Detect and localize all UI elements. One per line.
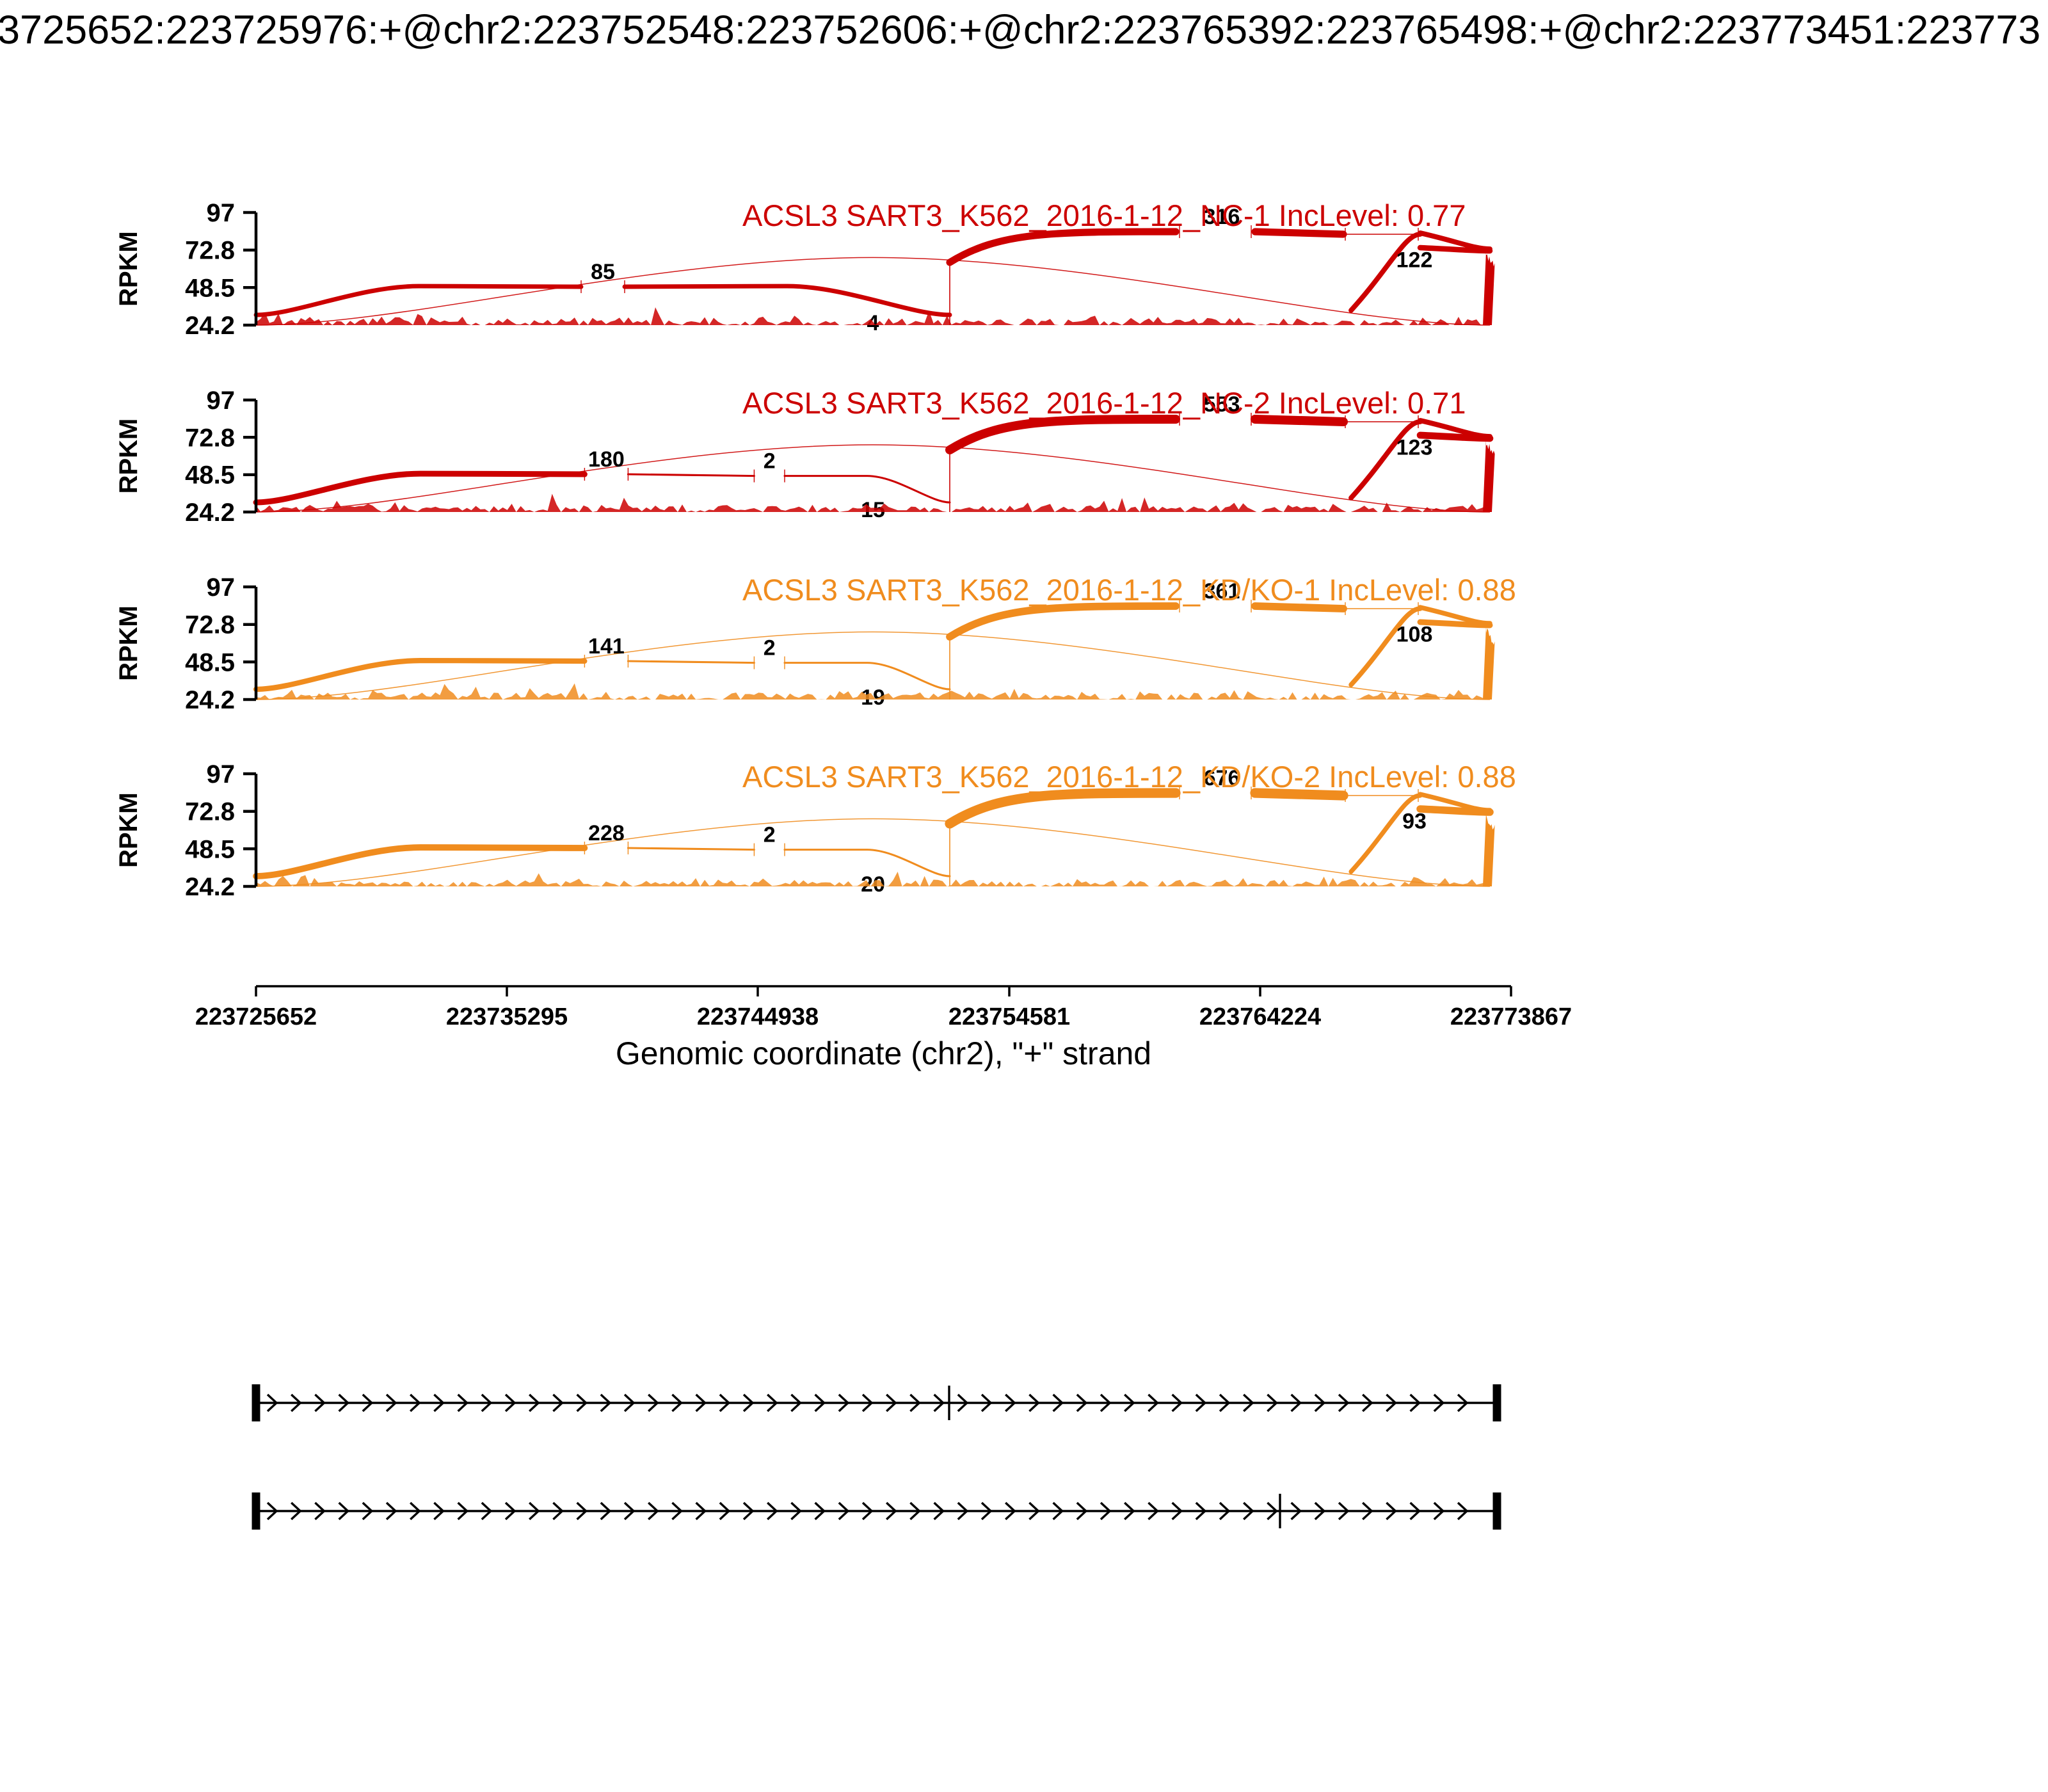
svg-text:24.2: 24.2 <box>185 873 235 901</box>
svg-text:72.8: 72.8 <box>185 237 235 265</box>
svg-text:180: 180 <box>588 447 625 472</box>
svg-text:223735295: 223735295 <box>446 1004 568 1030</box>
svg-text:97: 97 <box>207 199 236 227</box>
svg-text:141: 141 <box>588 634 625 659</box>
svg-text:97: 97 <box>207 760 236 788</box>
svg-text:RPKM: RPKM <box>115 419 143 494</box>
svg-text:223725652: 223725652 <box>195 1004 317 1030</box>
svg-text:ACSL3 SART3_K562_2016-1-12_KD/: ACSL3 SART3_K562_2016-1-12_KD/KO-1 IncLe… <box>742 573 1516 607</box>
svg-text:97: 97 <box>207 387 236 415</box>
svg-text:2: 2 <box>764 449 776 474</box>
svg-text:72.8: 72.8 <box>185 424 235 452</box>
svg-text:223754581: 223754581 <box>948 1004 1070 1030</box>
svg-text:24.2: 24.2 <box>185 312 235 340</box>
svg-text:2: 2 <box>764 636 776 660</box>
svg-text:122: 122 <box>1396 248 1433 273</box>
svg-text:123: 123 <box>1396 436 1433 460</box>
svg-text:228: 228 <box>588 821 625 845</box>
svg-text:97: 97 <box>207 573 236 602</box>
svg-text:72.8: 72.8 <box>185 798 235 826</box>
svg-text:2: 2 <box>764 823 776 847</box>
svg-text:24.2: 24.2 <box>185 686 235 714</box>
svg-text:48.5: 48.5 <box>185 461 235 490</box>
svg-text:93: 93 <box>1402 810 1427 834</box>
svg-text:Genomic coordinate (chr2), "+": Genomic coordinate (chr2), "+" strand <box>616 1036 1151 1071</box>
svg-text:72.8: 72.8 <box>185 611 235 639</box>
svg-text:48.5: 48.5 <box>185 274 235 302</box>
svg-text:48.5: 48.5 <box>185 648 235 676</box>
svg-text:223764224: 223764224 <box>1199 1004 1321 1030</box>
svg-text:3725652:223725976:+@chr2:22375: 3725652:223725976:+@chr2:223752548:22375… <box>0 8 2040 52</box>
svg-text:RPKM: RPKM <box>115 231 143 307</box>
svg-text:48.5: 48.5 <box>185 835 235 863</box>
svg-text:223744938: 223744938 <box>697 1004 819 1030</box>
svg-text:ACSL3 SART3_K562_2016-1-12_NC-: ACSL3 SART3_K562_2016-1-12_NC-2 IncLevel… <box>742 386 1466 420</box>
svg-text:RPKM: RPKM <box>115 605 143 681</box>
svg-text:ACSL3 SART3_K562_2016-1-12_KD/: ACSL3 SART3_K562_2016-1-12_KD/KO-2 IncLe… <box>742 760 1516 794</box>
svg-text:ACSL3 SART3_K562_2016-1-12_NC-: ACSL3 SART3_K562_2016-1-12_NC-1 IncLevel… <box>742 198 1466 232</box>
svg-text:24.2: 24.2 <box>185 499 235 527</box>
svg-text:108: 108 <box>1396 623 1433 647</box>
svg-text:RPKM: RPKM <box>115 792 143 868</box>
svg-text:223773867: 223773867 <box>1450 1004 1572 1030</box>
svg-text:85: 85 <box>591 260 615 284</box>
